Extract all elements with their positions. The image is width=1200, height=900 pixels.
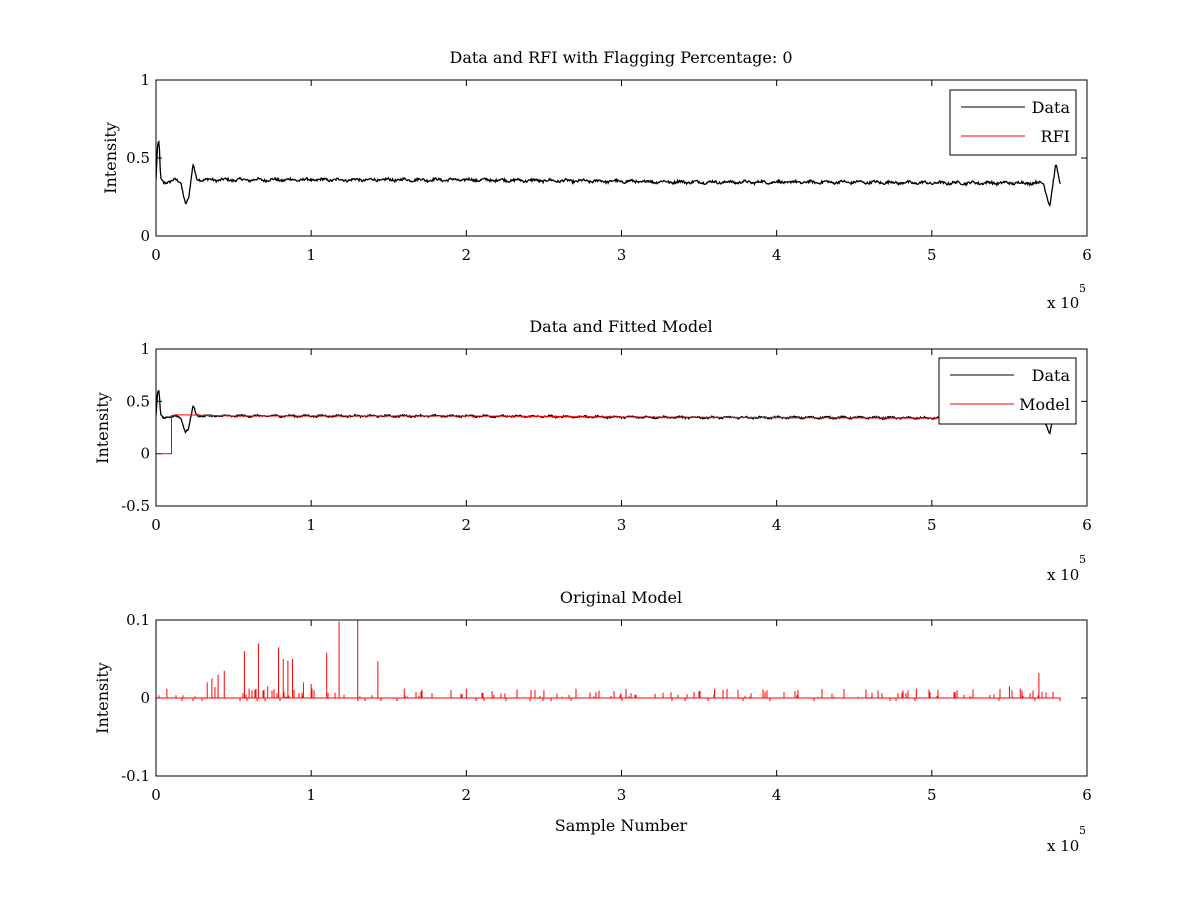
panel-top-xtick-label: 4	[772, 246, 782, 264]
panel-bottom-xtick-label: 0	[151, 786, 161, 804]
panel-middle-xtick-label: 2	[462, 516, 472, 534]
panel-middle-title: Data and Fitted Model	[529, 317, 712, 336]
panel-top-title: Data and RFI with Flagging Percentage: 0	[449, 48, 792, 67]
panel-bottom-ytick-label: 0.1	[126, 611, 150, 629]
panel-middle-legend-label-data: Data	[1032, 366, 1071, 385]
panel-top-ylabel: Intensity	[101, 122, 120, 194]
panel-middle: Data and Fitted Model Intensity x 10 5 0…	[93, 317, 1092, 584]
panel-top-plot-area	[156, 140, 1061, 207]
panel-top-ytick-label: 0.5	[126, 149, 150, 167]
panel-middle-x-exponent: x 10 5	[1047, 553, 1086, 584]
panel-top: Data and RFI with Flagging Percentage: 0…	[101, 48, 1092, 312]
panel-top-legend-label-rfi: RFI	[1041, 127, 1070, 146]
panel-top-xtick-label: 5	[927, 246, 937, 264]
panel-top-x-exponent: x 10 5	[1047, 282, 1086, 312]
panel-middle-series-model	[156, 414, 1061, 455]
panel-bottom-x-exponent-base: x 10	[1047, 837, 1079, 855]
panel-top-xtick-label: 2	[462, 246, 472, 264]
panel-middle-x-exponent-power: 5	[1079, 553, 1086, 566]
panel-bottom: Original Model Intensity Sample Number x…	[93, 588, 1092, 855]
panel-bottom-ytick-label: 0	[140, 689, 150, 707]
panel-middle-xtick-label: 0	[151, 516, 161, 534]
panel-bottom-xtick-label: 5	[927, 786, 937, 804]
panel-top-x-exponent-power: 5	[1079, 282, 1086, 295]
panel-middle-xtick-label: 5	[927, 516, 937, 534]
panel-middle-axes-box	[155, 348, 1088, 507]
panel-top-xtick-label: 1	[306, 246, 316, 264]
panel-middle-xtick-label: 4	[772, 516, 782, 534]
panel-bottom-xtick-label: 3	[617, 786, 627, 804]
panel-middle-legend-box	[938, 357, 1077, 425]
panel-top-xtick-label: 0	[151, 246, 161, 264]
panel-middle-ytick-label: 0	[140, 445, 150, 463]
panel-middle-xtick-label: 6	[1082, 516, 1092, 534]
panel-middle-x-exponent-base: x 10	[1047, 566, 1079, 584]
panel-top-xtick-label: 3	[617, 246, 627, 264]
panel-middle-xtick-label: 1	[306, 516, 316, 534]
panel-top-ytick-label: 0	[140, 227, 150, 245]
panel-top-axes-box	[155, 79, 1088, 237]
panel-top-xtick-label: 6	[1082, 246, 1092, 264]
panel-bottom-axes-box	[155, 619, 1088, 777]
panel-middle-plot-area	[156, 389, 1062, 455]
panel-bottom-xlabel: Sample Number	[555, 816, 688, 835]
panel-middle-legend: Data Model	[938, 357, 1077, 425]
panel-top-ytick-label: 1	[140, 71, 150, 89]
panel-middle-ytick-label: -0.5	[121, 497, 150, 515]
panel-middle-legend-label-model: Model	[1019, 395, 1070, 414]
panel-top-legend-label-data: Data	[1032, 98, 1071, 117]
panel-bottom-x-exponent-power: 5	[1079, 824, 1086, 837]
panel-middle-xtick-label: 3	[617, 516, 627, 534]
panel-top-series-data	[156, 140, 1061, 207]
panel-top-x-exponent-base: x 10	[1047, 294, 1079, 312]
panel-middle-ytick-label: 1	[140, 340, 150, 358]
panel-bottom-title: Original Model	[560, 588, 682, 607]
panel-bottom-xtick-label: 2	[462, 786, 472, 804]
panel-middle-ytick-label: 0.5	[126, 392, 150, 410]
panel-bottom-xtick-label: 4	[772, 786, 782, 804]
panel-bottom-ytick-label: -0.1	[121, 767, 150, 785]
panel-bottom-plot-area	[156, 620, 1061, 702]
panel-bottom-x-exponent: x 10 5	[1047, 824, 1086, 855]
panel-top-legend-box	[949, 89, 1077, 156]
panel-bottom-xtick-label: 6	[1082, 786, 1092, 804]
panel-bottom-xtick-label: 1	[306, 786, 316, 804]
panel-bottom-ylabel: Intensity	[93, 662, 112, 734]
panel-top-legend: Data RFI	[949, 89, 1077, 156]
panel-middle-ylabel: Intensity	[93, 392, 112, 464]
